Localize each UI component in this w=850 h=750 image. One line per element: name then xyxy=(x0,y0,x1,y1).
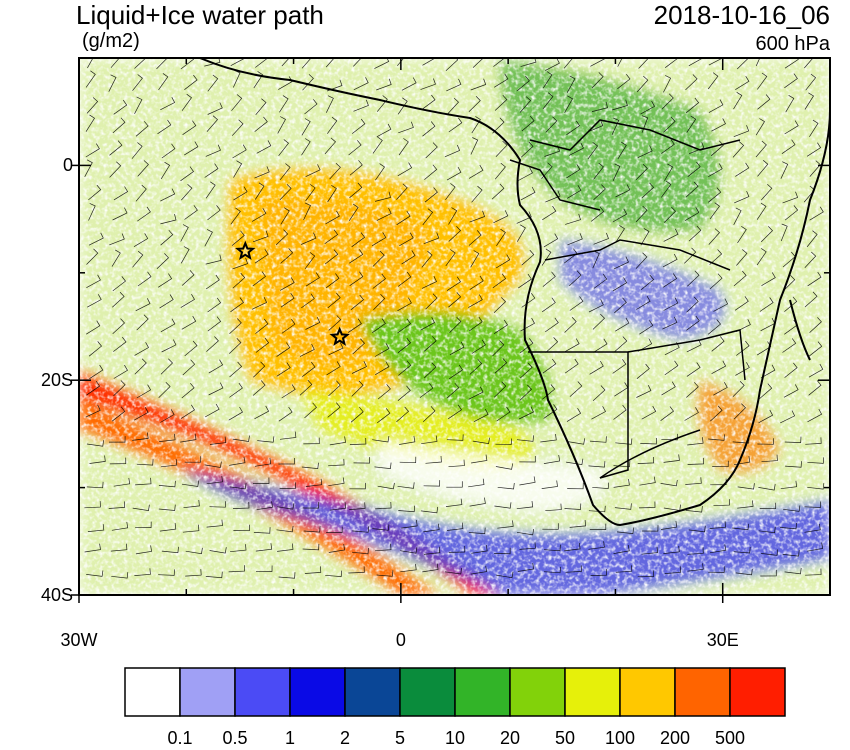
lat-tick-label: 40S xyxy=(40,585,73,605)
colorbar-swatch xyxy=(289,667,346,717)
colorbar-swatch xyxy=(674,667,731,717)
lat-tick-label: 20S xyxy=(40,370,73,391)
pressure-level-label: 600 hPa xyxy=(755,33,830,55)
colorbar-swatch xyxy=(454,667,511,717)
colorbar-swatch xyxy=(729,667,786,717)
map-frame xyxy=(78,57,831,596)
colorbar-label: 2 xyxy=(339,728,350,748)
colorbar-label: 50 xyxy=(554,728,576,748)
colorbar xyxy=(124,667,786,717)
star-markers xyxy=(235,240,350,346)
lon-tick-label: 30W xyxy=(60,630,98,650)
lat-tick-label: 0 xyxy=(62,155,73,176)
colorbar-label: 1 xyxy=(284,728,295,748)
lon-tick-label: 30E xyxy=(706,630,739,650)
colorbar-label: 500 xyxy=(714,728,746,748)
colorbar-swatch xyxy=(564,667,621,717)
colorbar-label: 0.5 xyxy=(222,728,248,748)
datetime-label: 2018-10-16_06 xyxy=(653,0,830,30)
axis-ticks xyxy=(71,57,831,603)
colorbar-swatch xyxy=(399,667,456,717)
units-label: (g/m2) xyxy=(82,30,140,52)
colorbar-label: 100 xyxy=(604,728,636,748)
water-path-field xyxy=(79,58,830,595)
star-marker xyxy=(329,326,350,346)
colorbar-swatch xyxy=(509,667,566,717)
colorbar-swatch xyxy=(344,667,401,717)
coastlines xyxy=(199,58,830,527)
colorbar-label: 0.1 xyxy=(167,728,193,748)
star-marker xyxy=(235,240,256,261)
colorbar-label: 5 xyxy=(394,728,405,748)
colorbar-label: 200 xyxy=(659,728,691,748)
lon-tick-label: 0 xyxy=(395,630,406,650)
country-borders xyxy=(509,119,746,479)
colorbar-swatch xyxy=(179,667,236,717)
colorbar-label: 20 xyxy=(499,728,521,748)
colorbar-swatch xyxy=(619,667,676,717)
colorbar-swatch xyxy=(234,667,291,717)
colorbar-label: 10 xyxy=(444,728,466,748)
plot-title: Liquid+Ice water path xyxy=(76,0,324,30)
colorbar-swatch xyxy=(124,667,181,717)
